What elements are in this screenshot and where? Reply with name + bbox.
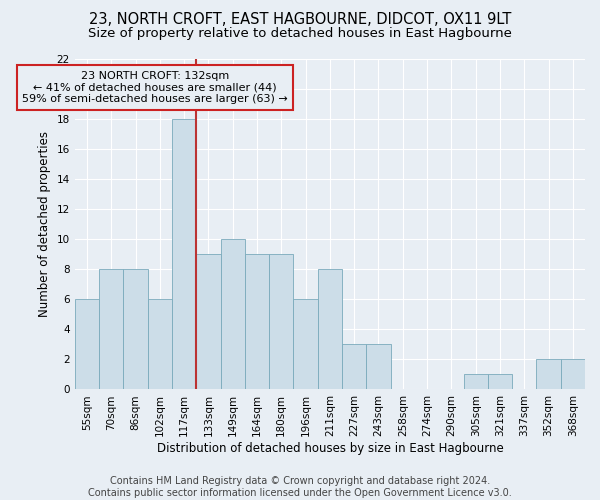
- Bar: [75, 300, 99, 390]
- Bar: [196, 254, 221, 390]
- Text: 23 NORTH CROFT: 132sqm
← 41% of detached houses are smaller (44)
59% of semi-det: 23 NORTH CROFT: 132sqm ← 41% of detached…: [22, 71, 288, 104]
- Bar: [367, 344, 391, 390]
- Text: 23, NORTH CROFT, EAST HAGBOURNE, DIDCOT, OX11 9LT: 23, NORTH CROFT, EAST HAGBOURNE, DIDCOT,…: [89, 12, 511, 28]
- Bar: [561, 360, 585, 390]
- Bar: [488, 374, 512, 390]
- Text: Contains HM Land Registry data © Crown copyright and database right 2024.
Contai: Contains HM Land Registry data © Crown c…: [88, 476, 512, 498]
- Bar: [293, 300, 318, 390]
- Bar: [148, 300, 172, 390]
- Bar: [172, 119, 196, 390]
- Bar: [245, 254, 269, 390]
- Bar: [318, 270, 342, 390]
- Bar: [124, 270, 148, 390]
- Bar: [99, 270, 124, 390]
- Text: Size of property relative to detached houses in East Hagbourne: Size of property relative to detached ho…: [88, 28, 512, 40]
- Bar: [342, 344, 367, 390]
- X-axis label: Distribution of detached houses by size in East Hagbourne: Distribution of detached houses by size …: [157, 442, 503, 455]
- Bar: [269, 254, 293, 390]
- Bar: [536, 360, 561, 390]
- Bar: [221, 240, 245, 390]
- Y-axis label: Number of detached properties: Number of detached properties: [38, 131, 51, 317]
- Bar: [464, 374, 488, 390]
